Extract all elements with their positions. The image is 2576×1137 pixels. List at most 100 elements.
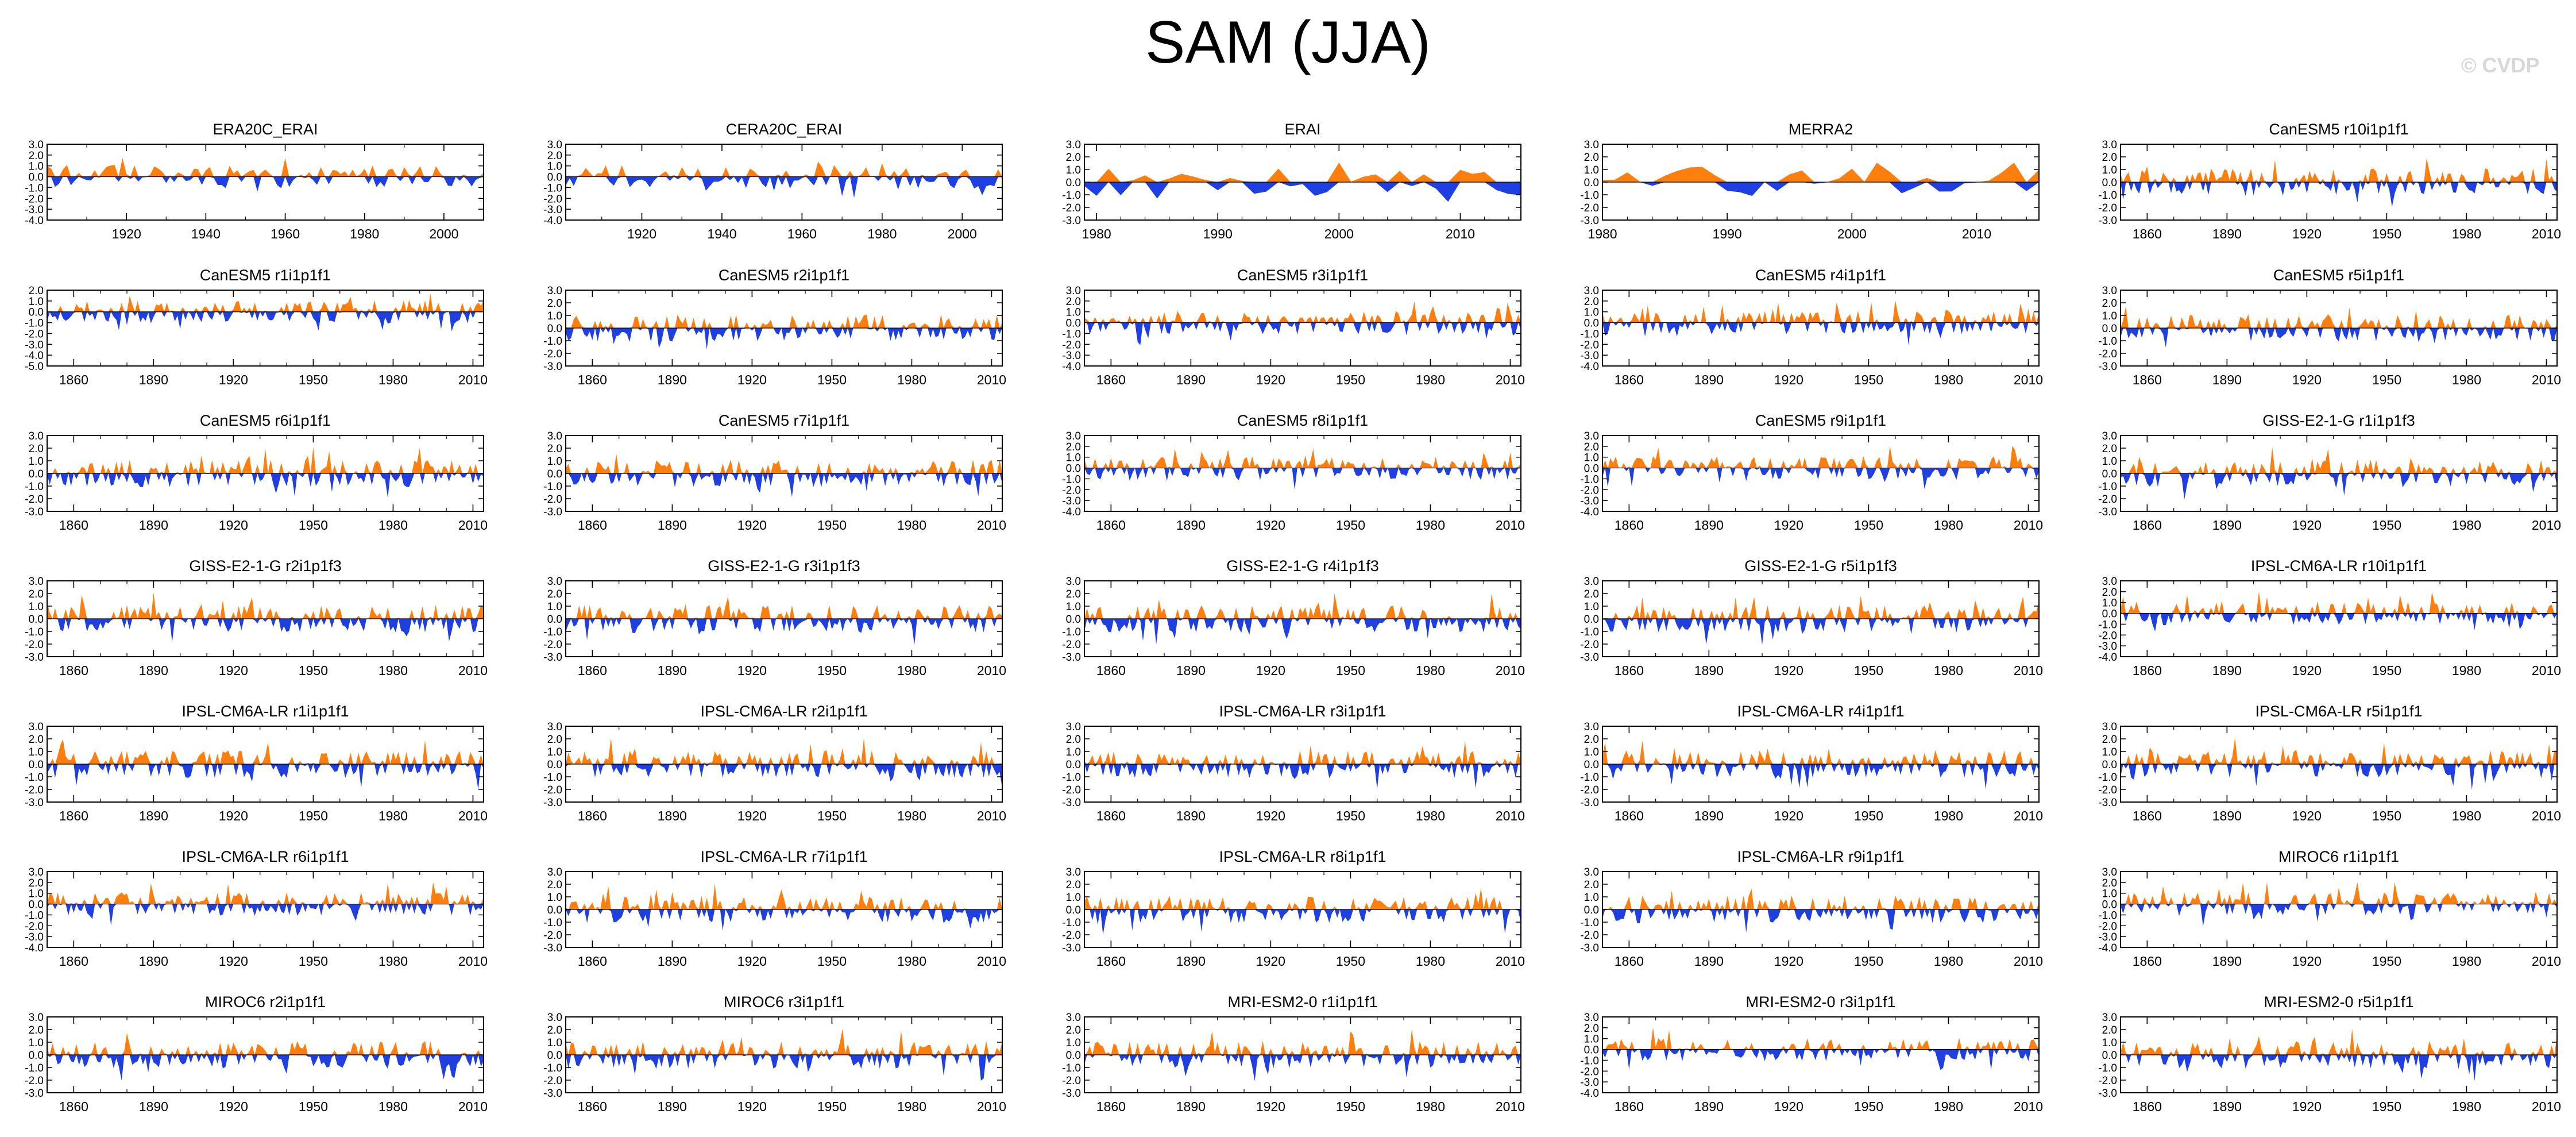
x-tick-label: 1860	[2133, 518, 2162, 533]
x-tick-label: 1890	[139, 1099, 168, 1114]
y-tick-label: -2.0	[1062, 484, 1081, 496]
y-tick-label: -2.0	[25, 494, 44, 506]
panel-title: IPSL-CM6A-LR r2i1p1f1	[700, 703, 868, 720]
y-tick-label: -3.0	[1062, 942, 1081, 954]
y-tick-label: 0.0	[1584, 177, 1599, 189]
panel-title: GISS-E2-1-G r3i1p1f3	[708, 557, 860, 575]
panel-title: CanESM5 r1i1p1f1	[199, 267, 331, 284]
x-tick-label: 1950	[299, 518, 328, 533]
panel-title: MRI-ESM2-0 r1i1p1f1	[1227, 993, 1378, 1011]
y-tick-label: -1.0	[1580, 1055, 1599, 1067]
y-tick-label: 0.0	[547, 614, 562, 626]
panel-title: MRI-ESM2-0 r3i1p1f1	[1745, 993, 1896, 1011]
x-tick-label: 1890	[658, 663, 687, 678]
panel-title: ERA20C_ERAI	[213, 121, 318, 138]
y-tick-label: 1.0	[547, 601, 562, 613]
x-tick-label: 1890	[1176, 1099, 1206, 1114]
x-tick-label: 1920	[219, 954, 248, 969]
x-tick-label: 1920	[1774, 954, 1803, 969]
y-tick-label: 0.0	[1584, 904, 1599, 916]
y-tick-label: 0.0	[2102, 759, 2117, 771]
x-tick-label: 1950	[2372, 1099, 2401, 1114]
panel-plot: 3.02.01.00.0-1.0-2.0-3.0 1860 1890 1920 1950…	[25, 576, 488, 678]
positive-anomaly-area	[566, 1028, 1002, 1055]
y-tick-label: 2.0	[547, 150, 562, 162]
negative-anomaly-area	[1084, 909, 1521, 935]
negative-anomaly-area	[1084, 468, 1521, 490]
y-tick-label: -2.0	[1580, 484, 1599, 496]
x-tick-label: 1950	[1336, 372, 1365, 387]
y-tick-label: -2.0	[1580, 202, 1599, 214]
y-tick-label: -2.0	[543, 930, 562, 942]
positive-anomaly-area	[1084, 741, 1521, 764]
y-tick-label: -2.0	[2098, 630, 2117, 642]
y-tick-label: -1.0	[1062, 328, 1081, 340]
y-tick-label: -4.0	[1580, 361, 1599, 373]
y-tick-label: -3.0	[1062, 215, 1081, 227]
x-tick-label: 1890	[2212, 954, 2242, 969]
x-tick-label: 1920	[1774, 663, 1803, 678]
x-tick-label: 1890	[2212, 663, 2242, 678]
y-tick-label: 1.0	[29, 601, 44, 613]
panel-plot: 3.02.01.00.0-1.0-2.0-3.0 1860 1890 1920 1950…	[1062, 866, 1525, 969]
negative-anomaly-area	[2121, 764, 2557, 790]
x-tick-label: 2010	[458, 518, 488, 533]
x-tick-label: 2010	[458, 663, 488, 678]
x-tick-label: 1920	[219, 663, 248, 678]
x-tick-label: 1860	[59, 808, 88, 823]
y-tick-label: -3.0	[25, 339, 44, 351]
x-tick-label: 2010	[977, 954, 1006, 969]
x-tick-label: 1980	[897, 518, 926, 533]
panel-title: CERA20C_ERAI	[725, 121, 843, 138]
x-tick-label: 1890	[1176, 518, 1206, 533]
y-tick-label: 1.0	[29, 456, 44, 468]
y-tick-label: 2.0	[29, 1024, 44, 1036]
y-tick-label: -4.0	[25, 215, 44, 227]
positive-anomaly-area	[2121, 882, 2557, 904]
x-tick-label: 1920	[219, 372, 248, 387]
y-tick-label: -3.0	[2098, 931, 2117, 943]
x-tick-label: 1940	[707, 226, 736, 241]
x-tick-label: 1890	[658, 1099, 687, 1114]
x-tick-label: 1950	[817, 518, 847, 533]
x-tick-label: 1950	[1854, 1099, 1883, 1114]
y-tick-label: 0.0	[547, 468, 562, 480]
positive-anomaly-area	[2121, 1028, 2557, 1055]
panel-plot: 3.02.01.00.0-1.0-2.0-3.0 1860 1890 1920 1950…	[543, 1012, 1006, 1114]
x-tick-label: 1950	[299, 663, 328, 678]
y-tick-label: 0.0	[2102, 468, 2117, 480]
positive-anomaly-area	[1084, 887, 1521, 909]
x-tick-label: 1860	[578, 663, 607, 678]
x-tick-label: 1980	[1416, 1099, 1445, 1114]
y-tick-label: 0.0	[1066, 759, 1081, 771]
x-tick-label: 1890	[1176, 663, 1206, 678]
y-tick-label: 2.0	[1066, 879, 1081, 891]
y-tick-label: 0.0	[547, 1050, 562, 1062]
x-tick-label: 2010	[1962, 226, 1991, 241]
y-tick-label: 0.0	[1066, 318, 1081, 330]
x-tick-label: 1980	[1934, 954, 1963, 969]
panel-plot: 3.02.01.00.0-1.0-2.0-3.0 1860 1890 1920 1950…	[2098, 285, 2561, 387]
y-tick-label: 1.0	[29, 1037, 44, 1049]
y-tick-label: -3.0	[1580, 797, 1599, 809]
x-tick-label: 1950	[1854, 954, 1883, 969]
y-tick-label: 1.0	[547, 161, 562, 173]
y-tick-label: 1.0	[1584, 892, 1599, 904]
y-tick-label: 1.0	[1066, 601, 1081, 613]
negative-anomaly-area	[566, 909, 1002, 931]
y-tick-label: -3.0	[25, 797, 44, 809]
y-tick-label: -1.0	[25, 481, 44, 493]
negative-anomaly-area	[1602, 764, 2039, 789]
panel-title: CanESM5 r8i1p1f1	[1237, 412, 1369, 429]
positive-anomaly-area	[566, 314, 1002, 328]
y-tick-label: -3.0	[25, 931, 44, 943]
x-tick-label: 1950	[2372, 663, 2401, 678]
panel-title: CanESM5 r9i1p1f1	[1755, 412, 1887, 429]
y-tick-label: -3.0	[25, 506, 44, 518]
y-tick-label: 3.0	[1584, 721, 1599, 733]
positive-anomaly-area	[2121, 738, 2557, 764]
x-tick-label: 1920	[1256, 518, 1285, 533]
negative-anomaly-area	[566, 764, 1002, 788]
y-tick-label: 3.0	[1584, 1012, 1599, 1024]
plot-frame	[1602, 435, 2040, 512]
